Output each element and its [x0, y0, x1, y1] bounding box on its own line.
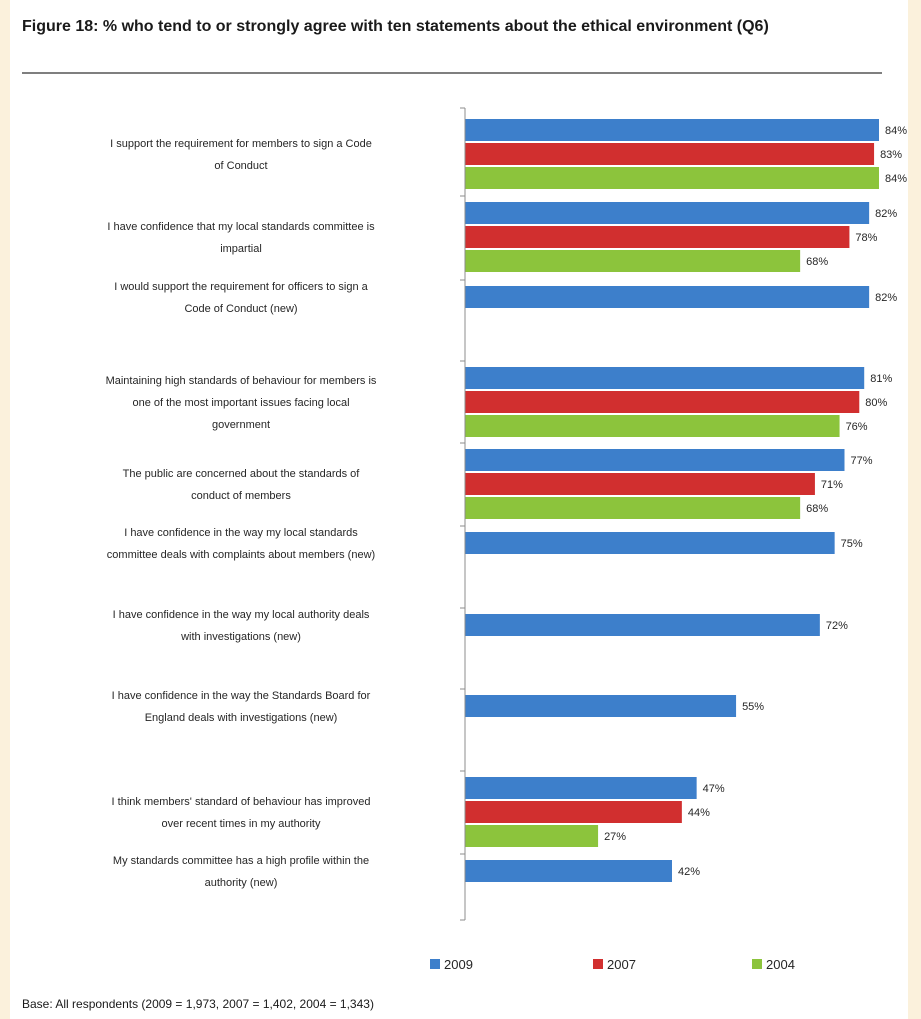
title-divider: [22, 72, 882, 74]
data-label: 75%: [841, 538, 863, 550]
category-label: I support the requirement for members to…: [110, 138, 372, 150]
category-label: I have confidence in the way the Standar…: [112, 690, 371, 702]
bar-2009: [465, 532, 835, 554]
category-label: I have confidence in the way my local au…: [113, 609, 370, 621]
bar-2004: [465, 497, 801, 519]
category-label: My standards committee has a high profil…: [113, 855, 369, 867]
bar-2004: [465, 167, 879, 189]
legend-swatch-2004: [752, 959, 762, 969]
category-label: with investigations (new): [180, 631, 301, 643]
bar-2009: [465, 367, 865, 389]
data-label: 81%: [870, 373, 892, 385]
data-label: 82%: [875, 292, 897, 304]
category-label: government: [212, 419, 270, 431]
category-label: impartial: [220, 243, 262, 255]
bar-2009: [465, 777, 697, 799]
category-label: England deals with investigations (new): [145, 712, 338, 724]
bar-2007: [465, 226, 850, 248]
category-label: I think members' standard of behaviour h…: [112, 796, 371, 808]
legend-swatch-2007: [593, 959, 603, 969]
data-label: 72%: [826, 620, 848, 632]
data-label: 27%: [604, 831, 626, 843]
bar-2007: [465, 391, 860, 413]
category-label: I have confidence in the way my local st…: [124, 527, 358, 539]
bar-2004: [465, 250, 801, 272]
data-label: 55%: [742, 701, 764, 713]
data-label: 76%: [846, 421, 868, 433]
category-label: over recent times in my authority: [162, 818, 321, 830]
category-label: I would support the requirement for offi…: [114, 281, 368, 293]
category-label: I have confidence that my local standard…: [107, 221, 375, 233]
legend-label: 2009: [444, 957, 473, 972]
data-label: 84%: [885, 125, 907, 137]
bar-2009: [465, 202, 870, 224]
data-label: 77%: [851, 455, 873, 467]
category-label: Maintaining high standards of behaviour …: [106, 375, 377, 387]
data-label: 78%: [855, 232, 877, 244]
category-label: of Conduct: [214, 160, 267, 172]
category-label: committee deals with complaints about me…: [107, 549, 375, 561]
bar-2009: [465, 449, 845, 471]
data-label: 83%: [880, 149, 902, 161]
data-label: 42%: [678, 866, 700, 878]
bar-2007: [465, 801, 682, 823]
bar-2004: [465, 415, 840, 437]
bar-2004: [465, 825, 599, 847]
data-label: 80%: [865, 397, 887, 409]
category-label: one of the most important issues facing …: [132, 397, 349, 409]
bar-2007: [465, 473, 815, 495]
category-label: Code of Conduct (new): [184, 303, 297, 315]
data-label: 44%: [688, 807, 710, 819]
bar-2009: [465, 860, 672, 882]
legend-label: 2004: [766, 957, 795, 972]
bar-2009: [465, 614, 820, 636]
figure-title: Figure 18: % who tend to or strongly agr…: [22, 18, 769, 35]
data-label: 68%: [806, 256, 828, 268]
category-label: conduct of members: [191, 490, 291, 502]
data-label: 47%: [703, 783, 725, 795]
legend-label: 2007: [607, 957, 636, 972]
base-note: Base: All respondents (2009 = 1,973, 200…: [22, 997, 374, 1011]
category-label: The public are concerned about the stand…: [123, 468, 361, 480]
data-label: 84%: [885, 173, 907, 185]
bar-2009: [465, 119, 879, 141]
data-label: 71%: [821, 479, 843, 491]
category-label: authority (new): [205, 877, 278, 889]
bar-2009: [465, 286, 870, 308]
bar-2009: [465, 695, 737, 717]
bar-2007: [465, 143, 875, 165]
legend-swatch-2009: [430, 959, 440, 969]
data-label: 68%: [806, 503, 828, 515]
data-label: 82%: [875, 208, 897, 220]
